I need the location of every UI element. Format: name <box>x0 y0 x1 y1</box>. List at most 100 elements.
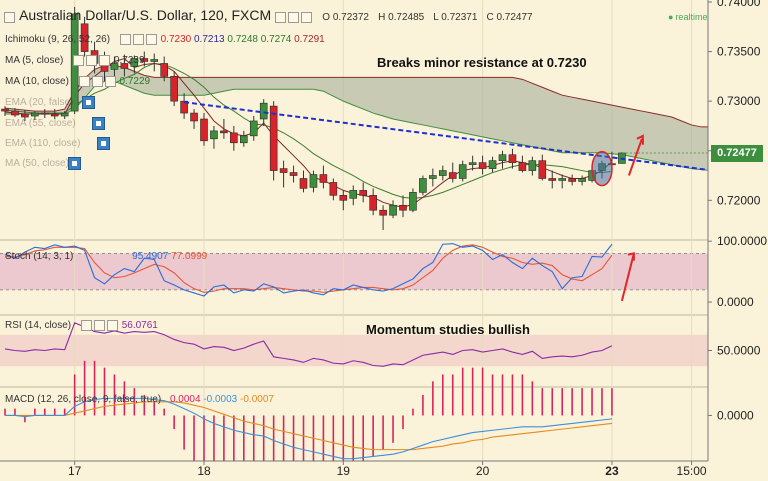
arrowhead <box>627 252 635 261</box>
rsi-legend[interactable]: RSI (14, close) 56.0761 <box>5 320 158 331</box>
candle-body <box>488 160 497 169</box>
rsi-label: RSI (14, close) <box>5 320 72 332</box>
candle-body <box>160 63 168 77</box>
price-tick-label: 0.72000 <box>717 193 761 207</box>
ichimoku-value-3: 0.7248 <box>227 34 258 46</box>
bullish-arrow <box>627 138 643 176</box>
macd-line <box>5 397 613 460</box>
show-indicator-icon[interactable] <box>92 117 105 130</box>
collapse-icon[interactable] <box>4 11 15 23</box>
realtime-status: realtime <box>668 12 707 22</box>
hide-icon[interactable] <box>91 76 103 87</box>
ma10-legend[interactable]: MA (10, close) 0.7229 <box>5 76 150 87</box>
candle-body <box>538 160 547 179</box>
hide-icon[interactable] <box>86 55 98 66</box>
candle-body <box>180 100 188 114</box>
macd-hist-value: 0.0004 <box>169 394 201 405</box>
ichimoku-cloud <box>5 65 712 171</box>
settings-icon[interactable] <box>78 76 90 87</box>
stoch-k-line <box>4 243 613 297</box>
close-icon[interactable] <box>99 55 111 66</box>
hide-icon[interactable] <box>93 320 105 331</box>
candle-body <box>419 178 427 193</box>
price-tick-label: 0.73500 <box>717 45 761 59</box>
close-icon[interactable] <box>145 34 157 45</box>
candle-body <box>230 132 238 144</box>
ema110-legend[interactable]: EMA (110, close) <box>5 138 86 149</box>
arrowhead <box>636 134 644 145</box>
show-indicator-icon[interactable] <box>68 157 81 170</box>
candle-body <box>200 118 208 142</box>
time-tick-label: 18 <box>197 464 211 478</box>
candle-body <box>478 162 487 169</box>
settings-icon[interactable] <box>73 55 85 66</box>
settings-icon[interactable] <box>80 320 92 331</box>
more-icon[interactable] <box>301 11 313 23</box>
ma10-value: 0.7229 <box>119 76 151 88</box>
ema110-label: EMA (110, close) <box>5 138 81 149</box>
candle-body <box>299 178 308 189</box>
stoch-legend[interactable]: Stoch (14, 3, 1) 95.4907 77.0999 <box>5 251 207 262</box>
chart-header: Australian Dollar/U.S. Dollar, 120, FXCM… <box>3 7 533 23</box>
close-icon[interactable] <box>106 320 118 331</box>
ma5-value: 0.7239 <box>113 55 145 67</box>
macd-label: MACD (12, 26, close, 9, false, true) <box>5 394 162 405</box>
candle-body <box>568 178 576 182</box>
show-indicator-icon[interactable] <box>97 137 110 150</box>
candle-body <box>578 178 586 182</box>
settings-icon[interactable] <box>275 11 287 23</box>
close-icon[interactable] <box>104 76 116 87</box>
candle-body <box>170 76 178 102</box>
show-indicator-icon[interactable] <box>82 96 95 109</box>
breakout-highlight <box>591 150 613 187</box>
candle-body <box>349 190 358 199</box>
low-value: L 0.72371 <box>433 12 478 23</box>
hide-icon[interactable] <box>132 34 144 45</box>
candle-body <box>409 192 417 211</box>
ichimoku-legend[interactable]: Ichimoku (9, 26, 52, 26) 0.7230 0.7213 0… <box>5 34 325 45</box>
macd-signal-line <box>5 401 613 451</box>
ma10-line <box>4 62 612 199</box>
time-tick-label: 15:00 <box>677 464 707 478</box>
settings-icon[interactable] <box>119 34 131 45</box>
rsi-value: 56.0761 <box>121 320 158 332</box>
macd-tick-label: 0.0000 <box>717 408 754 422</box>
ichimoku-value-4: 0.7274 <box>260 34 292 46</box>
candle-body <box>339 195 348 201</box>
ichimoku-label: Ichimoku (9, 26, 52, 26) <box>5 34 111 46</box>
price-axis-background <box>708 0 768 481</box>
candle-body <box>80 23 89 52</box>
candle-body <box>389 204 397 216</box>
ema20-legend[interactable]: EMA (20, false) <box>5 97 79 108</box>
open-value: O 0.72372 <box>322 12 369 23</box>
candle-body <box>369 195 377 211</box>
candle-body <box>558 178 567 181</box>
candle-body <box>110 63 119 70</box>
candle-body <box>11 110 19 116</box>
ohlc-readout: O 0.72372 H 0.72485 L 0.72371 C 0.72477 <box>316 11 532 23</box>
candle-body <box>458 164 467 179</box>
ema55-label: EMA (55, close) <box>5 118 76 129</box>
stoch-d-value: 77.0999 <box>171 251 208 262</box>
ichimoku-value-1: 0.7230 <box>160 34 192 46</box>
ema55-legend[interactable]: EMA (55, close) <box>5 118 82 129</box>
time-tick-label: 17 <box>68 464 82 478</box>
macd-legend[interactable]: MACD (12, 26, close, 9, false, true) 0.0… <box>5 394 274 405</box>
candle-body <box>31 112 39 117</box>
stoch-tick-label: 100.0000 <box>717 234 767 248</box>
stoch-tick-label: 0.0000 <box>717 295 754 309</box>
candle-body <box>518 162 527 171</box>
ma50-legend[interactable]: MA (50, close) <box>5 158 75 169</box>
candle-body <box>448 172 457 179</box>
hide-icon[interactable] <box>288 11 300 23</box>
ichimoku-value-2: 0.7213 <box>194 34 225 46</box>
candle-body <box>60 112 69 117</box>
candle-body <box>220 130 228 134</box>
last-price-tag: 0.72477 <box>711 145 763 162</box>
candle-body <box>140 58 149 62</box>
candle-body <box>399 204 407 211</box>
price-tick-label: 0.74000 <box>717 0 761 9</box>
candle-body <box>150 59 159 62</box>
ma5-legend[interactable]: MA (5, close) 0.7239 <box>5 55 145 66</box>
